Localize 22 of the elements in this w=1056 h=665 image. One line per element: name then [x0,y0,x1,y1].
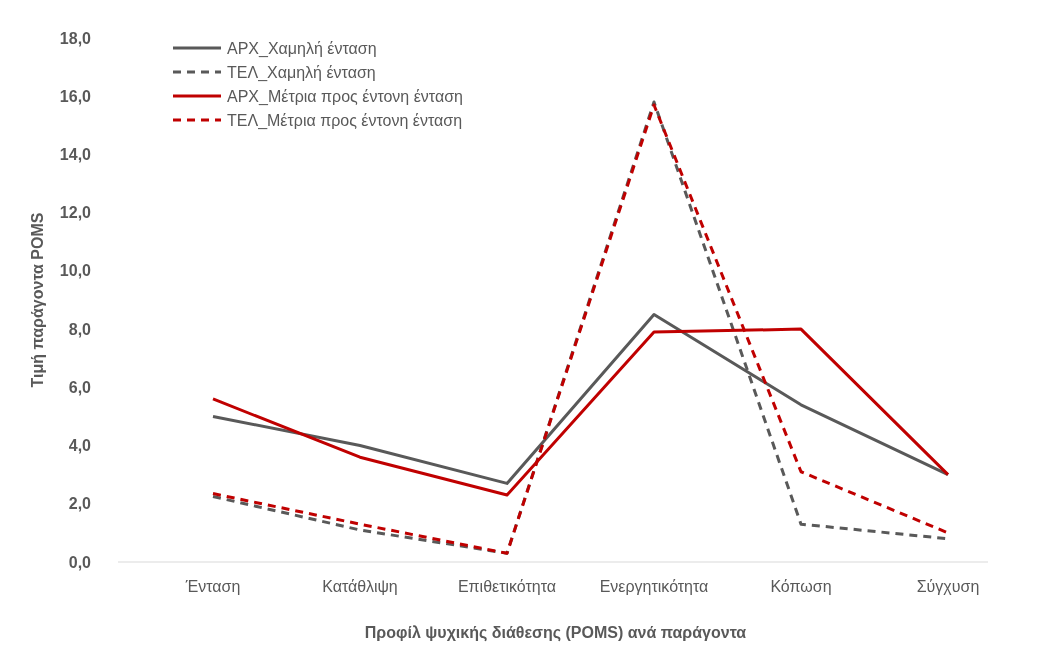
y-tick-label: 4,0 [68,437,92,455]
y-tick-label: 12,0 [59,204,92,222]
y-tick-label: 0,0 [68,553,92,571]
legend-label: ΤΕΛ_Χαμηλή ένταση [227,63,376,82]
x-tick-label: Ένταση [184,578,241,595]
legend-label: ΤΕΛ_Μέτρια προς έντονη ένταση [227,111,463,130]
x-tick-label: Κατάθλιψη [322,578,398,595]
y-tick-label: 8,0 [68,320,92,338]
y-tick-label: 16,0 [59,87,92,105]
y-tick-label: 10,0 [59,262,92,280]
x-tick-label: Ενεργητικότητα [599,578,709,595]
legend-label: ΑΡΧ_Χαμηλή ένταση [227,39,377,58]
y-tick-label: 18,0 [59,29,92,47]
x-tick-label: Κόπωση [770,578,832,595]
x-tick-label: Σύγχυση [916,578,980,595]
x-tick-label: Επιθετικότητα [457,578,557,595]
y-tick-label: 2,0 [68,495,92,513]
legend-label: ΑΡΧ_Μέτρια προς έντονη ένταση [227,87,463,106]
y-tick-label: 14,0 [59,146,92,164]
x-axis-title: Προφίλ ψυχικής διάθεσης (POMS) ανά παράγοντα [364,624,747,642]
y-axis-title: Τιμή παράγοντα POMS [29,212,46,388]
y-tick-label: 6,0 [68,378,92,396]
